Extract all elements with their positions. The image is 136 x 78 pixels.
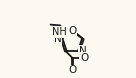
Text: NH: NH	[52, 27, 67, 37]
Text: N: N	[54, 34, 61, 44]
Text: O: O	[68, 65, 76, 75]
Text: O: O	[68, 26, 76, 36]
Text: O: O	[80, 53, 89, 63]
Text: N: N	[79, 46, 87, 56]
